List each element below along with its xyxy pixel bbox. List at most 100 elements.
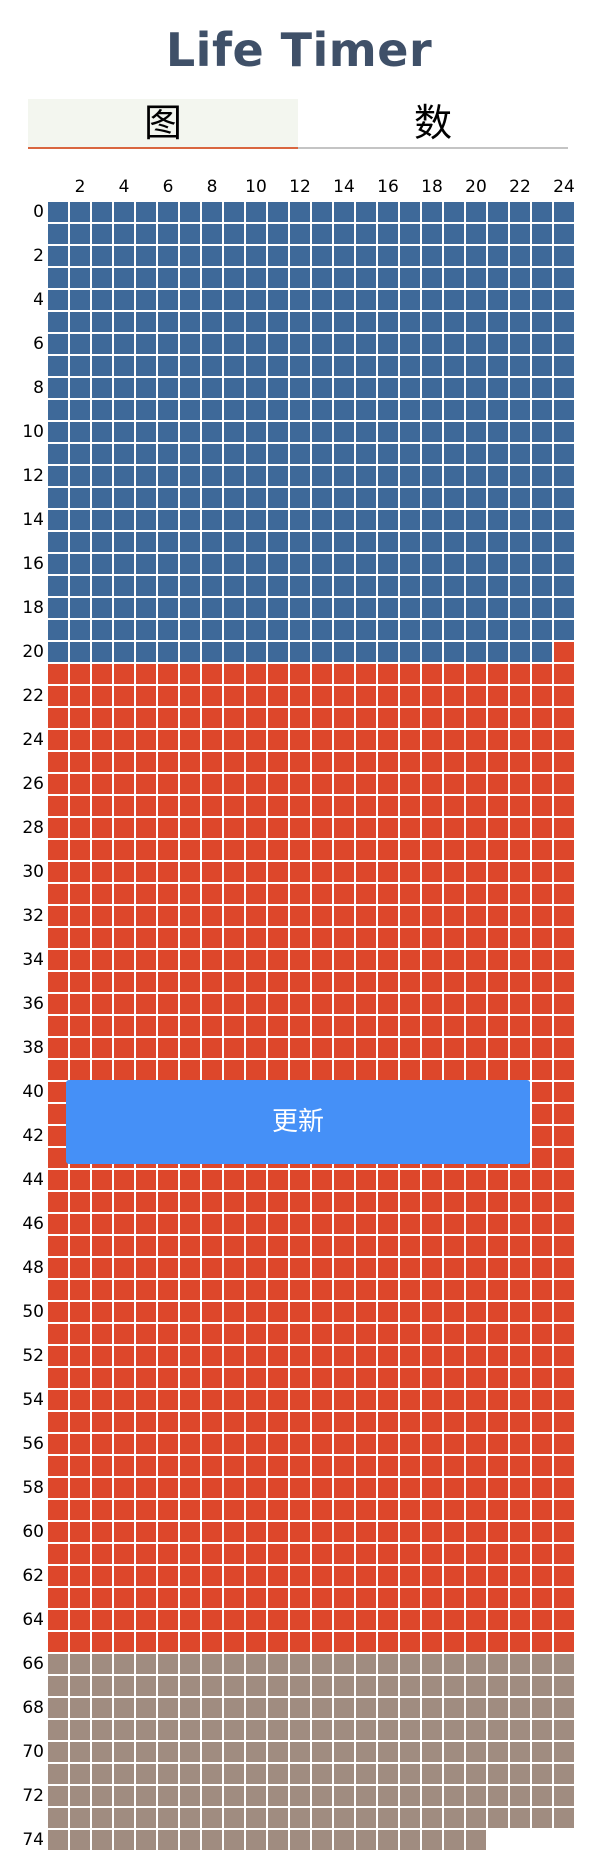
cell-lived xyxy=(466,554,486,574)
cell-remaining xyxy=(158,1522,178,1542)
cell-remaining xyxy=(312,1280,332,1300)
cell-remaining xyxy=(532,1588,552,1608)
cell-remaining xyxy=(268,950,288,970)
cell-remaining xyxy=(378,1632,398,1652)
cell-lived xyxy=(554,378,574,398)
cell-remaining xyxy=(92,950,112,970)
cell-remaining xyxy=(246,906,266,926)
cell-lived xyxy=(400,400,420,420)
cell-beyond xyxy=(356,1720,376,1740)
cell-remaining xyxy=(312,1610,332,1630)
cell-lived xyxy=(422,312,442,332)
cell-remaining xyxy=(114,1588,134,1608)
cell-remaining xyxy=(400,972,420,992)
cell-remaining xyxy=(246,1412,266,1432)
tab-numbers[interactable]: 数 xyxy=(413,101,452,145)
cell-beyond xyxy=(246,1698,266,1718)
cell-lived xyxy=(466,642,486,662)
cell-remaining xyxy=(488,1544,508,1564)
cell-remaining xyxy=(554,774,574,794)
cell-remaining xyxy=(422,1060,442,1080)
cell-remaining xyxy=(224,1412,244,1432)
cell-remaining xyxy=(444,1170,464,1190)
cell-lived xyxy=(488,510,508,530)
cell-remaining xyxy=(378,950,398,970)
cell-remaining xyxy=(334,1456,354,1476)
cell-remaining xyxy=(136,1478,156,1498)
cell-remaining xyxy=(246,1368,266,1388)
cell-remaining xyxy=(158,1280,178,1300)
cell-remaining xyxy=(158,1478,178,1498)
cell-beyond xyxy=(444,1698,464,1718)
cell-beyond xyxy=(70,1808,90,1828)
cell-beyond xyxy=(312,1764,332,1784)
cell-lived xyxy=(444,422,464,442)
cell-lived xyxy=(290,576,310,596)
cell-lived xyxy=(422,246,442,266)
cell-remaining xyxy=(488,1456,508,1476)
y-tick-label: 54 xyxy=(22,1390,44,1410)
cell-remaining xyxy=(510,796,530,816)
cell-remaining xyxy=(400,1434,420,1454)
cell-lived xyxy=(312,642,332,662)
cell-remaining xyxy=(246,1038,266,1058)
cell-lived xyxy=(334,466,354,486)
cell-lived xyxy=(532,444,552,464)
cell-lived xyxy=(444,312,464,332)
cell-remaining xyxy=(158,1588,178,1608)
cell-remaining xyxy=(334,950,354,970)
cell-beyond xyxy=(202,1720,222,1740)
cell-lived xyxy=(488,532,508,552)
cell-lived xyxy=(444,554,464,574)
cell-beyond xyxy=(466,1808,486,1828)
cell-remaining xyxy=(70,884,90,904)
cell-remaining xyxy=(48,1280,68,1300)
cell-remaining xyxy=(136,994,156,1014)
cell-lived xyxy=(92,422,112,442)
cell-remaining xyxy=(554,730,574,750)
cell-lived xyxy=(246,620,266,640)
cell-remaining xyxy=(356,708,376,728)
cell-remaining xyxy=(136,1566,156,1586)
cell-lived xyxy=(70,268,90,288)
cell-beyond xyxy=(48,1808,68,1828)
cell-lived xyxy=(290,422,310,442)
cell-remaining xyxy=(48,1588,68,1608)
cell-remaining xyxy=(312,1170,332,1190)
cell-remaining xyxy=(532,686,552,706)
cell-beyond xyxy=(312,1676,332,1696)
cell-remaining xyxy=(268,730,288,750)
cell-beyond xyxy=(202,1786,222,1806)
update-button[interactable]: 更新 xyxy=(66,1080,530,1164)
cell-beyond xyxy=(202,1830,222,1850)
cell-lived xyxy=(114,598,134,618)
cell-lived xyxy=(224,554,244,574)
cell-remaining xyxy=(114,840,134,860)
cell-remaining xyxy=(290,950,310,970)
cell-remaining xyxy=(136,1038,156,1058)
cell-remaining xyxy=(444,950,464,970)
tab-chart[interactable]: 图 xyxy=(28,99,298,147)
cell-remaining xyxy=(268,1588,288,1608)
cell-remaining xyxy=(224,884,244,904)
cell-lived xyxy=(48,400,68,420)
cell-lived xyxy=(224,202,244,222)
cell-lived xyxy=(378,312,398,332)
cell-remaining xyxy=(422,752,442,772)
cell-remaining xyxy=(290,884,310,904)
cell-remaining xyxy=(202,1478,222,1498)
cell-remaining xyxy=(290,1258,310,1278)
x-tick-label: 16 xyxy=(377,177,399,197)
cell-remaining xyxy=(510,1346,530,1366)
cell-remaining xyxy=(378,1192,398,1212)
cell-beyond xyxy=(158,1654,178,1674)
cell-remaining xyxy=(114,796,134,816)
y-tick-label: 56 xyxy=(22,1434,44,1454)
cell-remaining xyxy=(422,1324,442,1344)
cell-lived xyxy=(466,422,486,442)
cell-beyond xyxy=(312,1742,332,1762)
cell-lived xyxy=(158,312,178,332)
cell-remaining xyxy=(48,862,68,882)
cell-beyond xyxy=(510,1676,530,1696)
cell-remaining xyxy=(312,1192,332,1212)
